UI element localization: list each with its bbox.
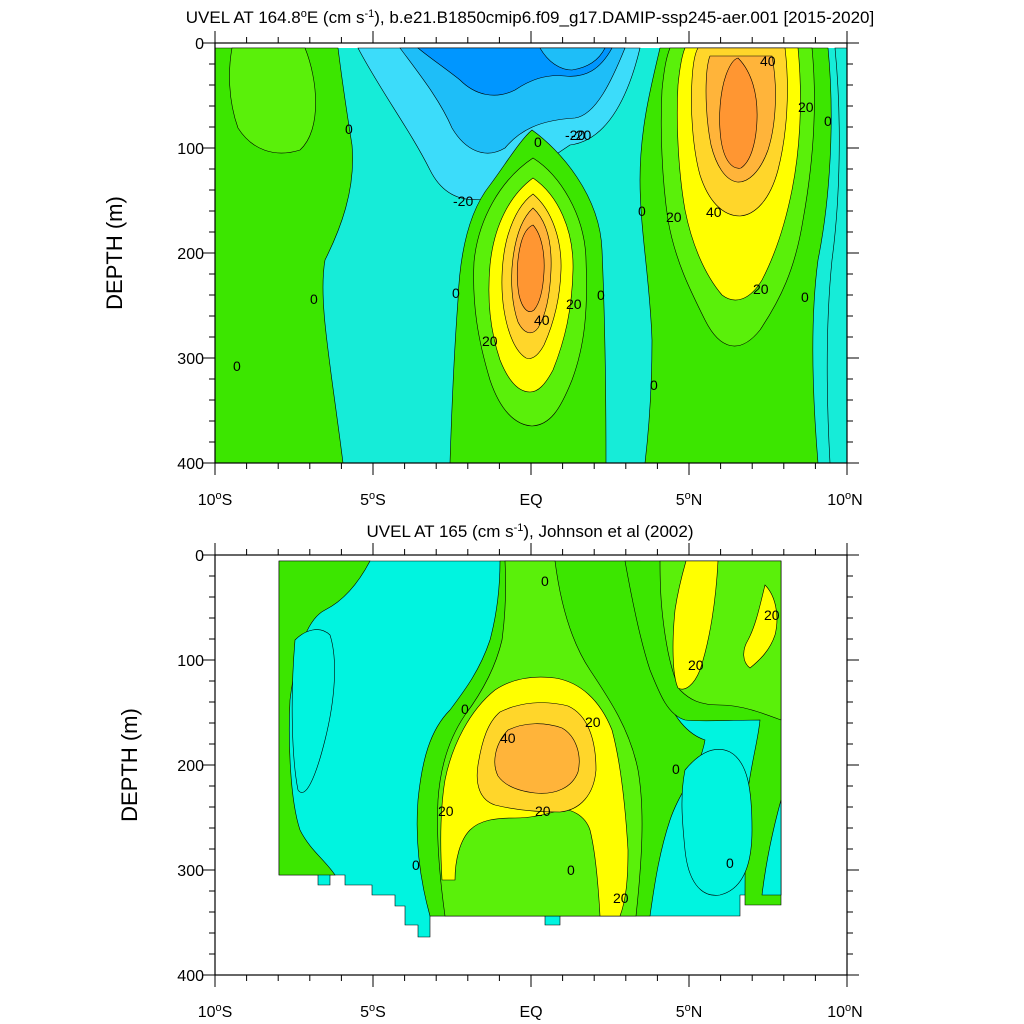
clabel: 20 [666, 209, 682, 225]
x-tick-label: 10oS [198, 490, 233, 509]
clabel: 0 [672, 761, 680, 777]
y-tick-label: 300 [177, 863, 204, 880]
clabel: -20 [565, 127, 585, 143]
x-tick-label: 10oS [198, 1002, 233, 1021]
clabel: 0 [412, 857, 420, 873]
panel-model: UVEL AT 164.8oE (cm s-1), b.e21.B1850cmi… [102, 8, 874, 509]
band-neg10-east-inner [681, 749, 753, 896]
y-tick-label: 100 [177, 653, 204, 670]
x-axis-observations: 10oS 5oS EQ 5oN 10oN [198, 1002, 863, 1021]
clabel: 0 [541, 573, 549, 589]
band-pos50-north [719, 57, 758, 169]
y-axis-label-observations: DEPTH (m) [117, 708, 142, 822]
band-pos20-east-a [672, 560, 719, 690]
clabel: 0 [650, 377, 658, 393]
clabel: 20 [688, 657, 704, 673]
clabel: 0 [310, 291, 318, 307]
contour-field-observations [278, 560, 782, 938]
clabel: 0 [726, 855, 734, 871]
clabel: 0 [233, 358, 241, 374]
band-pos10-sw [229, 47, 316, 154]
contour-labels-observations: 0 20 20 0 40 20 20 20 0 0 0 20 0 [412, 573, 780, 906]
clabel: 20 [535, 803, 551, 819]
x-tick-label: 10oN [827, 1002, 862, 1021]
y-tick-label: 100 [177, 141, 204, 158]
x-tick-label: 5oN [676, 1002, 703, 1021]
chart-title-model: UVEL AT 164.8oE (cm s-1), b.e21.B1850cmi… [186, 8, 874, 27]
clabel: -20 [453, 193, 473, 209]
axis-ticks-model [203, 31, 859, 475]
clabel: 40 [534, 312, 550, 328]
axis-ticks-observations [203, 543, 859, 987]
band-pos20-east-b [743, 584, 778, 669]
clabel: 20 [482, 333, 498, 349]
clabel: 0 [345, 121, 353, 137]
x-tick-label: 5oN [676, 490, 703, 509]
band-neg10-west-inner [291, 629, 335, 793]
y-tick-label: 400 [177, 968, 204, 985]
clabel: 0 [801, 289, 809, 305]
clabel: 0 [534, 134, 542, 150]
clabel: 40 [500, 730, 516, 746]
clabel: 20 [585, 714, 601, 730]
band-neg10-east [826, 47, 847, 463]
clabel: 0 [452, 285, 460, 301]
clabel: 20 [798, 99, 814, 115]
y-axis-observations: 0 100 200 300 400 [177, 548, 204, 985]
y-tick-label: 400 [177, 456, 204, 473]
band-neg10-east-edge [761, 799, 782, 896]
clabel: 0 [638, 203, 646, 219]
clabel: 0 [824, 113, 832, 129]
clabel: -20 [571, 127, 591, 143]
panel-observations: UVEL AT 165 (cm s-1), Johnson et al (200… [117, 522, 863, 1021]
y-tick-label: 0 [195, 548, 204, 565]
clabel: 0 [567, 862, 575, 878]
y-axis-model: 0 100 200 300 400 [177, 36, 204, 473]
y-axis-label-model: DEPTH (m) [102, 196, 127, 310]
contour-labels-model: 0 0 0 0 -20 -20 0 0 20 40 20 0 0 -20 0 2… [233, 53, 832, 393]
x-tick-label: EQ [519, 492, 542, 509]
x-tick-label: 5oS [360, 490, 386, 509]
band-neg30-inner [539, 47, 606, 71]
clabel: 0 [461, 701, 469, 717]
surface-gap [215, 43, 847, 48]
x-tick-label: 10oN [827, 490, 862, 509]
clabel: 40 [706, 204, 722, 220]
band-pos50-euc [516, 224, 545, 312]
clabel: 20 [764, 607, 780, 623]
y-tick-label: 300 [177, 351, 204, 368]
x-tick-label: EQ [519, 1004, 542, 1021]
clabel: 20 [753, 281, 769, 297]
clabel: 0 [597, 287, 605, 303]
x-tick-label: 5oS [360, 1002, 386, 1021]
y-tick-label: 200 [177, 758, 204, 775]
clabel: 20 [438, 803, 454, 819]
clabel: 20 [613, 890, 629, 906]
clabel: 20 [566, 296, 582, 312]
band-pos40-euc-obs [494, 723, 580, 794]
x-axis-model: 10oS 5oS EQ 5oN 10oN [198, 490, 863, 509]
band-zero-sw [215, 47, 353, 463]
clabel: 40 [760, 53, 776, 69]
chart-title-observations: UVEL AT 165 (cm s-1), Johnson et al (200… [367, 522, 694, 541]
contour-field-model [215, 43, 847, 463]
y-tick-label: 200 [177, 246, 204, 263]
y-tick-label: 0 [195, 36, 204, 53]
